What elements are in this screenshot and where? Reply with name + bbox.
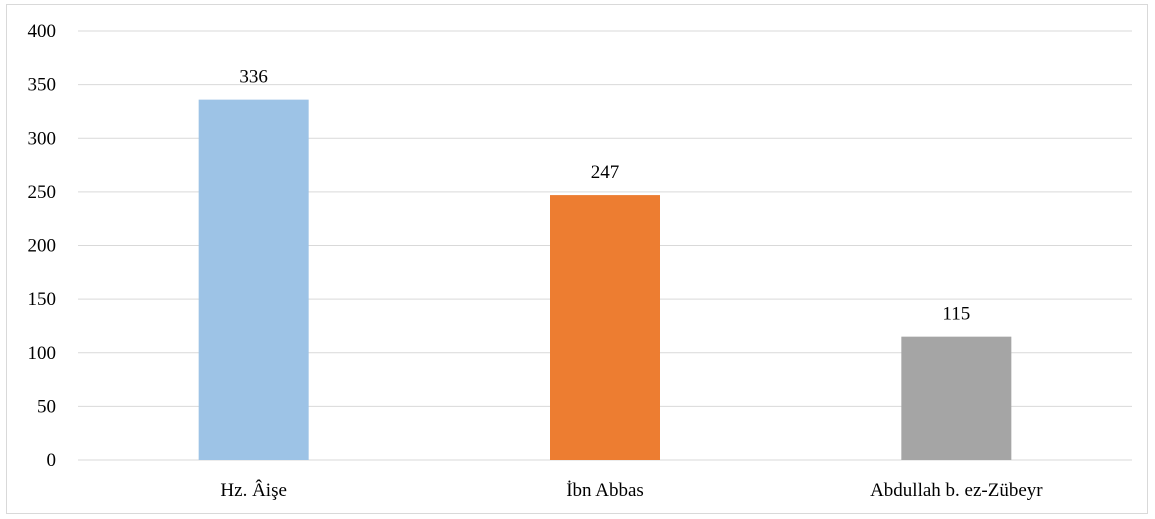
data-label-1: 336 — [239, 67, 268, 88]
data-label-2: 247 — [591, 162, 620, 183]
y-tick-label: 300 — [28, 128, 57, 149]
y-tick-label: 100 — [28, 343, 57, 364]
y-tick-label: 250 — [28, 182, 57, 203]
bars — [198, 99, 1012, 460]
y-tick-label: 400 — [28, 21, 57, 42]
category-label-1: Hz. Âişe — [220, 479, 286, 501]
bar-3 — [901, 336, 1012, 460]
y-axis-tick-labels: 0 50 100 150 200 250 300 350 400 — [28, 21, 57, 471]
data-label-3: 115 — [942, 304, 970, 325]
data-labels: 336 247 115 — [239, 67, 970, 325]
category-label-3: Abdullah b. ez-Zübeyr — [870, 480, 1043, 501]
category-label-2: İbn Abbas — [566, 480, 644, 501]
category-labels: Hz. Âişe İbn Abbas Abdullah b. ez-Zübeyr — [220, 479, 1043, 501]
bar-1 — [198, 99, 309, 460]
y-tick-label: 350 — [28, 75, 57, 96]
y-tick-label: 200 — [28, 236, 57, 257]
y-tick-label: 150 — [28, 289, 57, 310]
y-tick-label: 50 — [37, 396, 56, 417]
y-tick-label: 0 — [47, 450, 57, 471]
bar-2 — [550, 195, 660, 460]
